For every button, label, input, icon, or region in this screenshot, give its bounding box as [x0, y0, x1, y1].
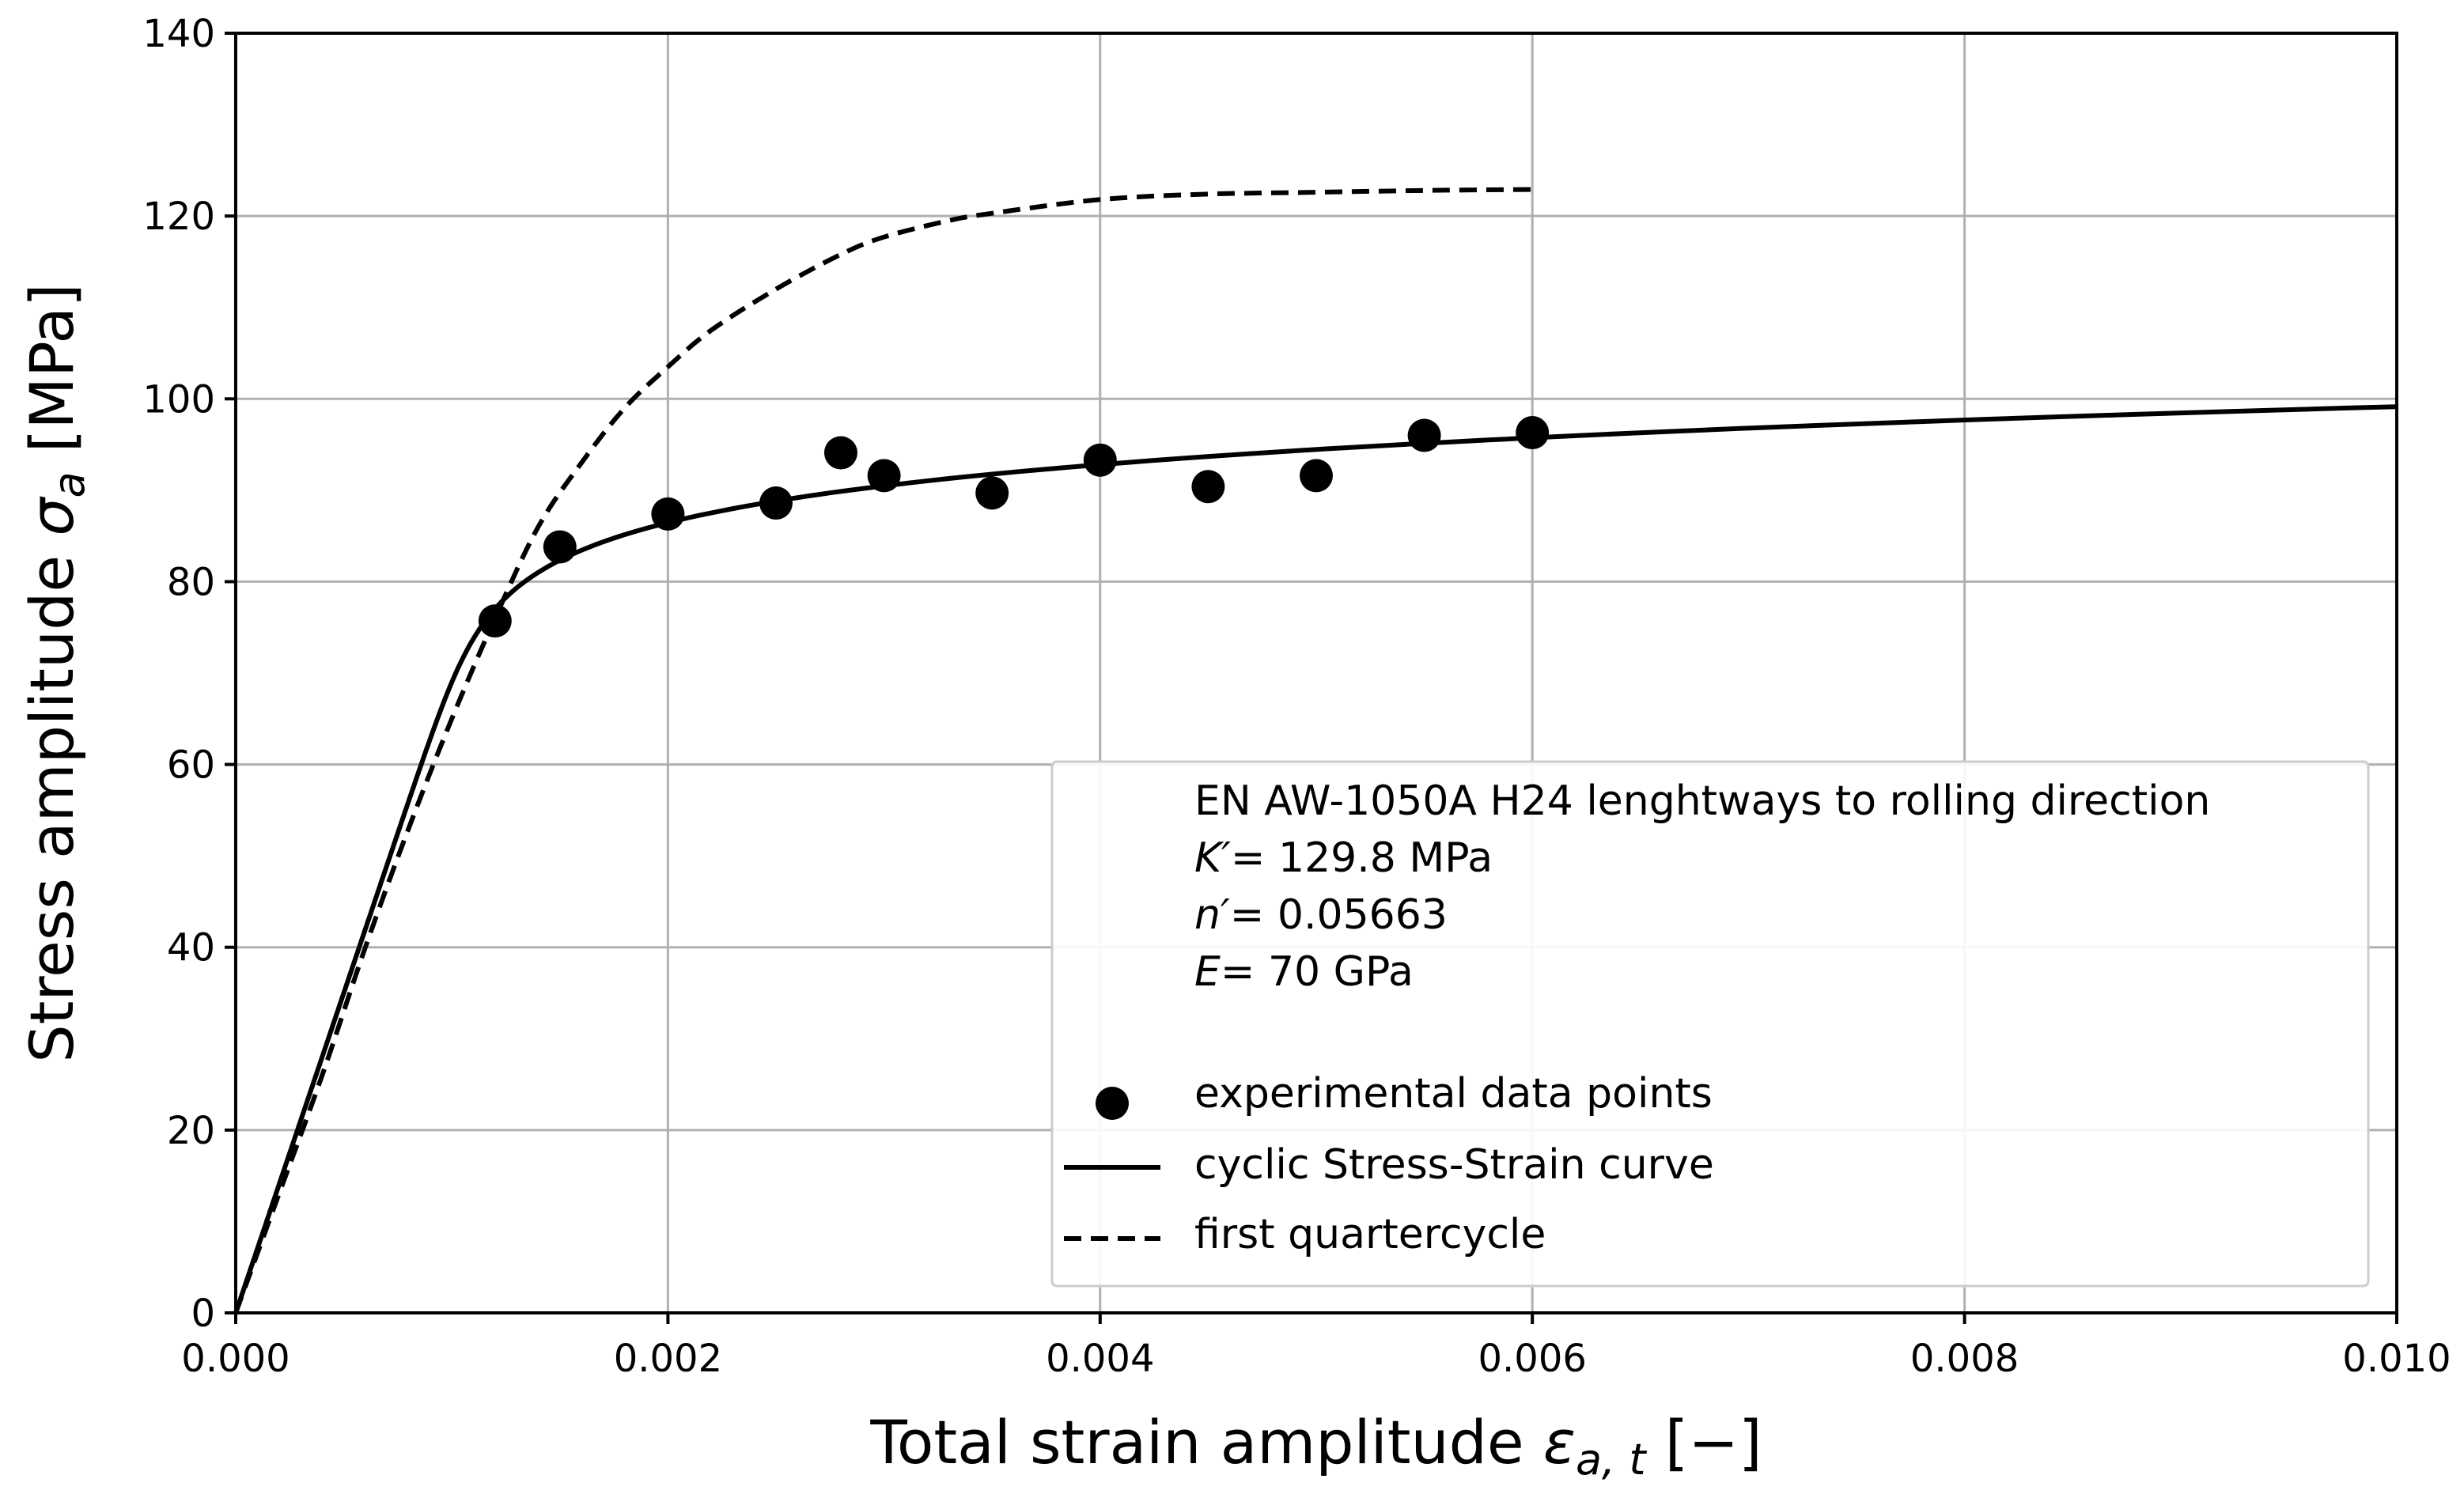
first-quartercycle-curve — [233, 187, 1533, 1314]
experimental-data-point — [478, 604, 512, 638]
y-tick-label: 100 — [142, 377, 215, 422]
y-tick-label: 120 — [142, 195, 215, 239]
x-axis-label: Total strain amplitude εa, t [−] — [869, 1407, 1762, 1485]
legend-k-value: K′= 129.8 MPa — [1194, 834, 1493, 882]
legend-e-value: E= 70 GPa — [1194, 948, 1414, 996]
experimental-data-point — [975, 476, 1009, 510]
experimental-data-point — [651, 497, 685, 531]
experimental-data-point — [1083, 443, 1117, 477]
plot-frame — [234, 32, 2398, 1314]
experimental-data-point — [1516, 416, 1550, 450]
legend-label-points: experimental data points — [1194, 1070, 1713, 1118]
experimental-data-point — [759, 486, 793, 520]
x-tick-label: 0.006 — [1478, 1337, 1586, 1381]
y-tick-label: 60 — [167, 743, 215, 788]
x-tick-label: 0.002 — [614, 1337, 722, 1381]
y-tick-label: 20 — [167, 1109, 215, 1153]
legend-box — [1050, 760, 2370, 1288]
y-tick-label: 80 — [167, 560, 215, 604]
legend-marker-points — [1096, 1087, 1129, 1120]
x-tick-label: 0.000 — [181, 1337, 290, 1381]
experimental-data-point — [1191, 470, 1225, 504]
experimental-data-point — [823, 436, 857, 470]
legend-material-name: EN AW-1050A H24 lenghtways to rolling di… — [1194, 777, 2210, 825]
x-tick-label: 0.004 — [1046, 1337, 1154, 1381]
legend-label-quartercycle: first quartercycle — [1194, 1211, 1546, 1258]
legend-n-value: n′= 0.05663 — [1194, 891, 1448, 939]
data-points — [478, 416, 1550, 638]
legend-label-cyclic: cyclic Stress-Strain curve — [1194, 1141, 1714, 1189]
y-tick-label: 140 — [142, 12, 215, 56]
experimental-data-point — [1300, 459, 1333, 493]
y-axis-label: Stress amplitude σa [MPa] — [17, 283, 94, 1062]
y-tick-label: 40 — [167, 926, 215, 970]
x-tick-label: 0.010 — [2342, 1337, 2451, 1381]
experimental-data-point — [543, 530, 577, 564]
experimental-data-point — [1407, 418, 1441, 452]
ticks: 0.000 0.002 0.004 0.006 0.008 0.010 0 20 40 60 80 1… — [142, 12, 2451, 1381]
x-tick-label: 0.008 — [1910, 1337, 2019, 1381]
experimental-data-point — [867, 459, 901, 493]
legend: EN AW-1050A H24 lenghtways to rolling di… — [1050, 760, 2370, 1288]
y-tick-label: 0 — [191, 1292, 215, 1336]
